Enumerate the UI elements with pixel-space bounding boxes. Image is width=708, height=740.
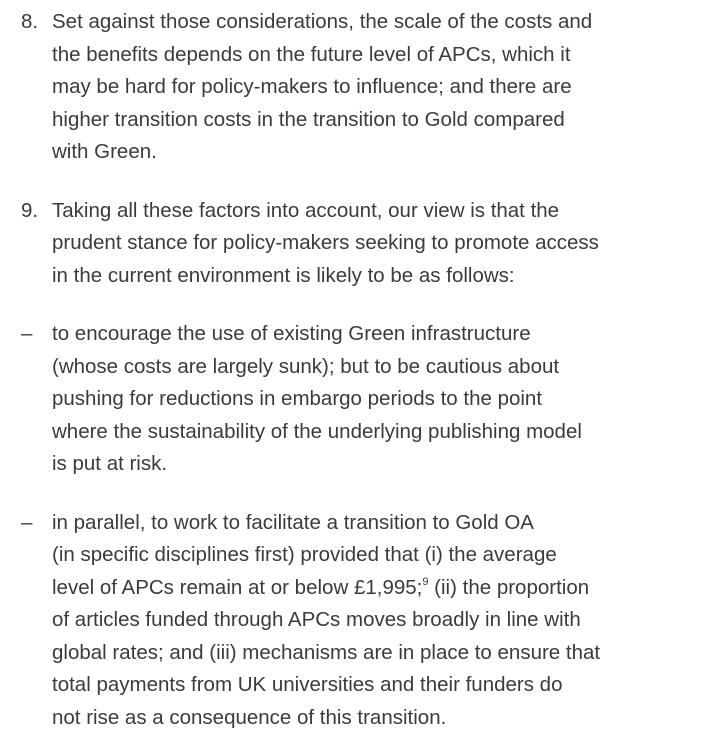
text-line: where the sustainability of the underlyi… [52, 419, 582, 443]
list-item: – in parallel, to work to facilitate a tr… [0, 507, 708, 735]
list-item: 9. Taking all these factors into account,… [0, 195, 708, 293]
footnote-ref: 9 [422, 575, 429, 588]
list-marker: – [21, 322, 33, 345]
text-line: may be hard for policy-makers to influen… [52, 75, 572, 98]
text-line: in parallel, to work to facilitate a tra… [52, 510, 534, 534]
text-line: pushing for reductions in embargo period… [52, 387, 543, 410]
text-line: global rates; and (iii) mechanisms are i… [52, 640, 601, 664]
text-line: is put at risk. [52, 452, 168, 475]
text-line: Set against those considerations, the sc… [52, 10, 593, 33]
text-segment: level of APCs remain at or below £1,995; [52, 575, 423, 599]
text-line: of articles funded through APCs moves br… [52, 608, 581, 631]
list-marker: 9. [21, 198, 39, 222]
list-marker: 8. [21, 10, 39, 33]
text-line: with Green. [52, 140, 157, 163]
list-item: – to encourage the use of existing Green … [0, 318, 708, 481]
list-item: 8. Set against those considerations, the … [0, 6, 708, 169]
text-line: higher transition costs in the transitio… [52, 107, 565, 131]
text-line: in the current environment is likely to … [52, 263, 515, 287]
text-line: total payments from UK universities and … [52, 673, 563, 696]
text-line: to encourage the use of existing Green i… [52, 322, 531, 345]
text-line: (in specific disciplines first) provided… [52, 543, 557, 566]
list-marker: – [21, 510, 33, 534]
text-line: not rise as a consequence of this transi… [52, 705, 447, 729]
text-line: prudent stance for policy-makers seeking… [52, 231, 599, 254]
text-line: level of APCs remain at or below £1,995;… [52, 572, 708, 605]
text-line: (whose costs are largely sunk); but to b… [52, 354, 560, 378]
text-line: the benefits depends on the future level… [52, 42, 571, 66]
text-segment: (ii) the proportion [428, 575, 590, 599]
text-line: Taking all these factors into account, o… [52, 198, 560, 222]
